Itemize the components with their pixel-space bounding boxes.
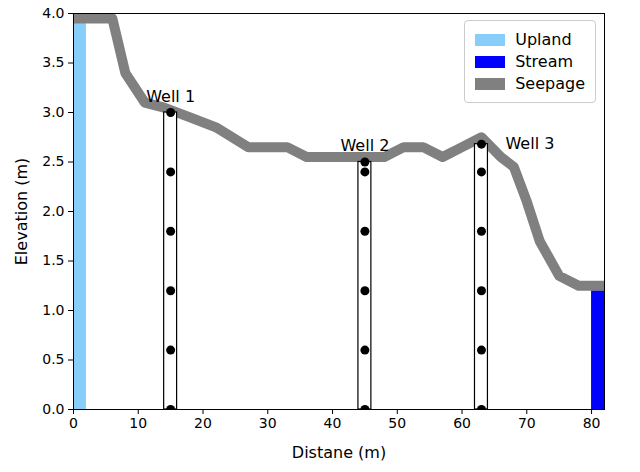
html-text:Seepage: Seepage (515, 74, 585, 93)
svg-text:3.5: 3.5 (42, 54, 64, 70)
html-text:Upland: Upland (515, 30, 572, 49)
svg-text:80: 80 (583, 415, 601, 431)
svg-text:60: 60 (453, 415, 471, 431)
svg-text:Elevation (m): Elevation (m) (12, 158, 31, 265)
svg-text:Distane (m): Distane (m) (292, 443, 386, 462)
svg-text:70: 70 (518, 415, 536, 431)
svg-text:40: 40 (324, 415, 342, 431)
svg-text:4.0: 4.0 (42, 5, 64, 21)
svg-text:2.0: 2.0 (42, 203, 64, 219)
svg-text:10: 10 (129, 415, 147, 431)
svg-text:30: 30 (259, 415, 277, 431)
svg-text:Well 1: Well 1 (146, 87, 195, 106)
svg-text:0: 0 (69, 415, 78, 431)
svg-text:Well 2: Well 2 (340, 136, 389, 155)
svg-text:0.0: 0.0 (42, 401, 64, 417)
svg-text:0.5: 0.5 (42, 351, 64, 367)
html-text:Stream: Stream (515, 52, 574, 71)
svg-text:3.0: 3.0 (42, 104, 64, 120)
svg-text:1.5: 1.5 (42, 252, 64, 268)
svg-text:1.0: 1.0 (42, 302, 64, 318)
svg-text:Well 3: Well 3 (505, 134, 554, 153)
svg-text:20: 20 (194, 415, 212, 431)
svg-text:2.5: 2.5 (42, 153, 64, 169)
svg-text:50: 50 (388, 415, 406, 431)
